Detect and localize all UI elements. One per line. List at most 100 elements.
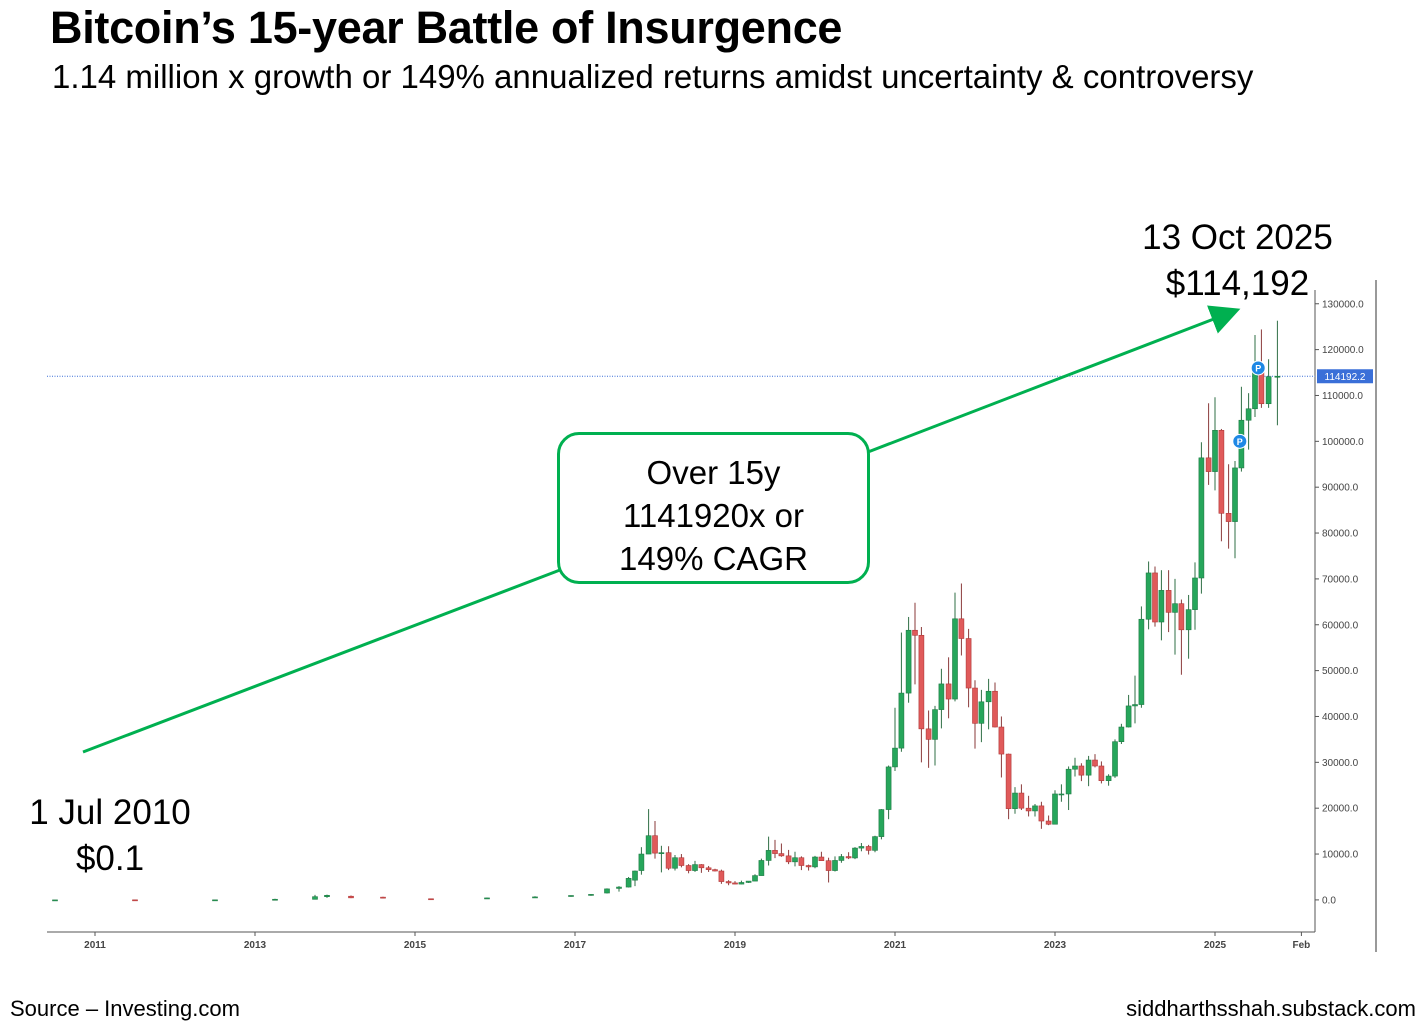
candle xyxy=(965,628,972,708)
candle-body xyxy=(765,850,772,861)
candle xyxy=(1078,763,1085,782)
candle xyxy=(1132,675,1138,724)
candle-body xyxy=(838,856,845,861)
candle-body xyxy=(792,857,798,863)
candle xyxy=(1085,755,1092,787)
candle-body xyxy=(1125,705,1132,728)
candle xyxy=(952,592,958,702)
candle xyxy=(1152,566,1158,627)
candle xyxy=(632,870,638,887)
candle-body xyxy=(798,857,805,866)
candle-body xyxy=(1005,753,1012,809)
candle-body xyxy=(1032,805,1038,812)
candle-body xyxy=(638,853,645,871)
candle-body xyxy=(1232,467,1238,522)
candle xyxy=(858,843,865,852)
x-tick-label: 2021 xyxy=(884,940,907,951)
candle xyxy=(1012,787,1018,814)
candle-body xyxy=(665,852,672,869)
candle xyxy=(645,809,652,855)
candle-body xyxy=(1165,590,1172,613)
event-marker-label: P xyxy=(1237,437,1243,447)
candle xyxy=(1232,461,1238,559)
candle xyxy=(985,678,992,730)
candle xyxy=(1105,774,1112,786)
candle-body xyxy=(778,853,785,857)
candle xyxy=(638,847,645,875)
y-tick-label: 80000.0 xyxy=(1322,529,1359,540)
candle xyxy=(1065,766,1072,811)
x-tick-label: 2025 xyxy=(1204,940,1227,951)
y-axis: 0.0 10000.0 20000.0 30000.0 40000.0 50000.0 60… xyxy=(1315,299,1364,906)
cagr-callout-box: Over 15y 1141920x or 149% CAGR xyxy=(557,432,870,584)
candle-body xyxy=(1172,603,1178,613)
candle-body xyxy=(932,709,938,740)
y-tick-label: 130000.0 xyxy=(1322,299,1364,310)
candle xyxy=(1112,739,1118,778)
candle xyxy=(1225,464,1232,549)
candle-body xyxy=(952,618,958,700)
candle-body xyxy=(1092,759,1098,767)
x-axis: 2011 2013 2015 2017 2019 2021 2023 2025 Feb xyxy=(84,932,1310,951)
candle-body xyxy=(616,886,622,889)
source-credit: Source – Investing.com xyxy=(10,996,240,1021)
candle-body xyxy=(1138,618,1145,705)
candle xyxy=(998,716,1005,778)
candle xyxy=(568,895,574,897)
candle-body xyxy=(1205,457,1212,472)
callout-line-2: 1141920x or xyxy=(622,497,805,534)
candle-body xyxy=(738,882,745,885)
candle xyxy=(1158,570,1165,641)
candle xyxy=(1205,403,1212,485)
candle xyxy=(1198,442,1205,594)
candle-body xyxy=(380,896,386,899)
candle xyxy=(678,854,685,868)
candle xyxy=(752,874,758,882)
candle-body xyxy=(872,836,878,851)
candle-body xyxy=(1052,793,1058,825)
y-tick-label: 20000.0 xyxy=(1322,804,1359,815)
candle-body xyxy=(772,850,778,854)
event-marker-dot xyxy=(1250,360,1266,376)
candle-body xyxy=(212,899,218,902)
candle xyxy=(832,856,838,872)
candle xyxy=(1098,761,1105,784)
candle-body xyxy=(725,881,732,884)
candle-body xyxy=(918,635,925,730)
candle-body xyxy=(892,747,898,768)
candle-body xyxy=(758,860,765,876)
y-tick-label: 120000.0 xyxy=(1322,345,1364,356)
candle-body xyxy=(832,860,838,871)
candle-body xyxy=(658,852,665,854)
y-tick-label: 30000.0 xyxy=(1322,758,1359,769)
candle-body xyxy=(865,846,872,851)
current-price-label: 114192.2 xyxy=(1325,372,1366,383)
candle xyxy=(958,583,965,656)
candle-body xyxy=(1098,765,1105,781)
candle xyxy=(1192,562,1198,630)
candle xyxy=(1185,594,1192,659)
candle xyxy=(484,897,490,900)
chart-subtitle: 1.14 million x growth or 149% annualized… xyxy=(52,58,1254,95)
candle xyxy=(698,864,705,873)
candle xyxy=(905,616,912,703)
candle-body xyxy=(1145,572,1152,620)
candle xyxy=(625,876,632,888)
event-marker: P xyxy=(1232,433,1248,449)
candle-body xyxy=(1274,375,1281,378)
candle-body xyxy=(652,835,658,854)
candle-body xyxy=(428,898,434,901)
candle xyxy=(1252,334,1258,418)
candle xyxy=(738,880,745,885)
candle xyxy=(758,858,765,876)
candle-body xyxy=(272,898,278,901)
candle-body xyxy=(785,855,792,863)
current-price-line: 114192.2 xyxy=(47,369,1373,384)
candle xyxy=(1178,599,1185,675)
y-tick-label: 110000.0 xyxy=(1322,391,1363,402)
candle-body xyxy=(1225,513,1232,522)
candle xyxy=(718,869,725,884)
y-tick-label: 40000.0 xyxy=(1322,712,1359,723)
x-tick-label: 2015 xyxy=(404,940,427,951)
candle xyxy=(765,836,772,866)
